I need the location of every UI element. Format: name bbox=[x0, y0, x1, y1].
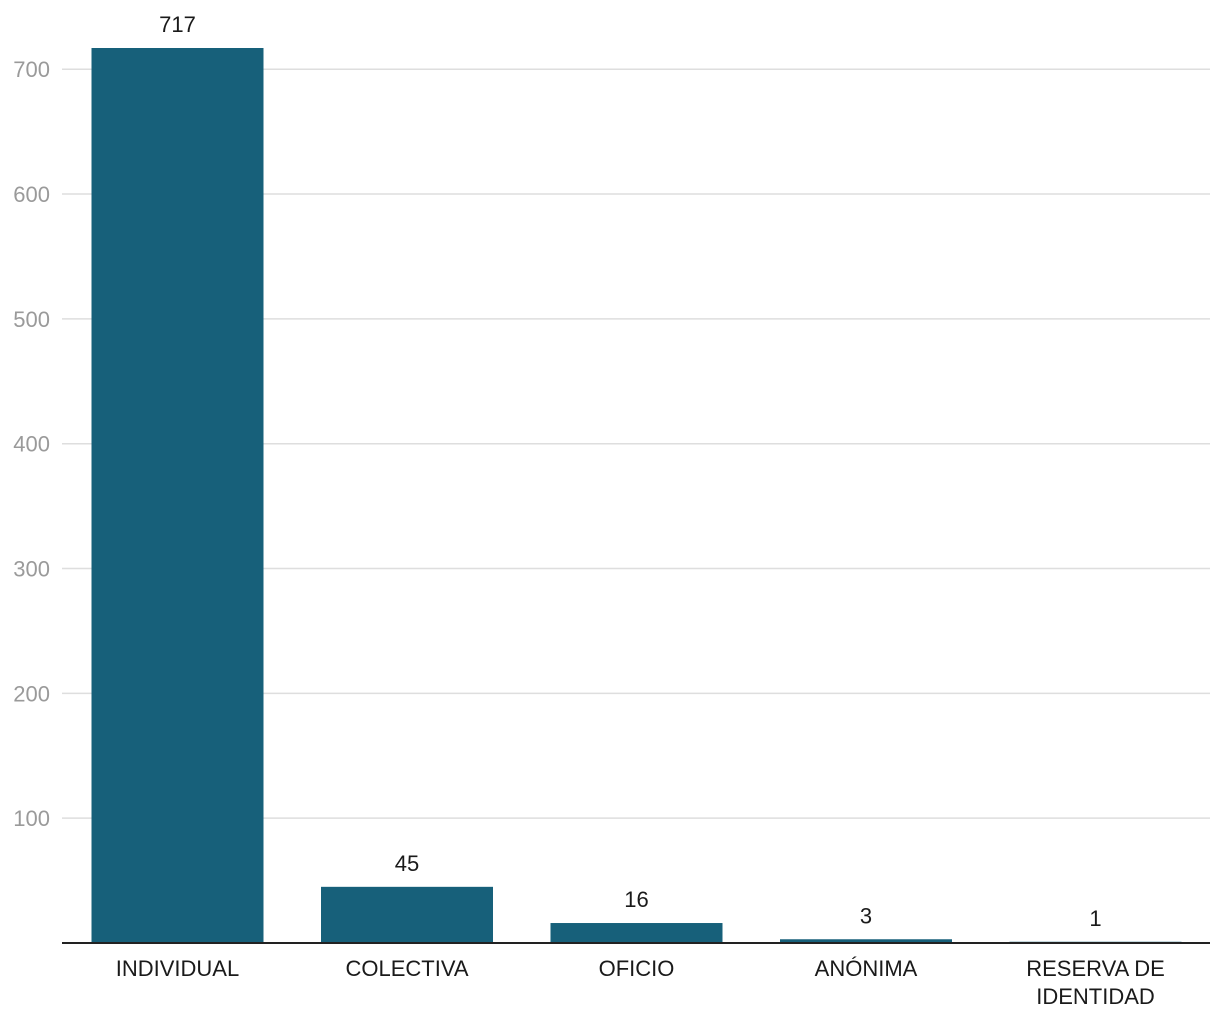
x-tick-label: OFICIO bbox=[599, 956, 675, 981]
data-label: 45 bbox=[395, 851, 419, 876]
data-labels: 717 45 16 3 1 bbox=[159, 12, 1101, 931]
bar bbox=[550, 923, 723, 943]
data-label: 16 bbox=[624, 887, 648, 912]
x-tick-label: COLECTIVA bbox=[345, 956, 468, 981]
y-tick-label: 300 bbox=[13, 557, 50, 582]
y-tick-label: 100 bbox=[13, 806, 50, 831]
bar bbox=[321, 886, 493, 943]
bar bbox=[780, 939, 952, 943]
y-axis-ticks: 100 200 300 400 500 600 700 bbox=[13, 57, 50, 831]
x-tick-label: INDIVIDUAL bbox=[116, 956, 239, 981]
x-tick-label: RESERVA DE IDENTIDAD bbox=[1026, 956, 1165, 1009]
bar bbox=[91, 48, 264, 943]
y-tick-label: 500 bbox=[13, 307, 50, 332]
x-tick-label: ANÓNIMA bbox=[815, 956, 918, 981]
y-tick-label: 400 bbox=[13, 432, 50, 457]
data-label: 3 bbox=[860, 903, 872, 928]
x-axis-ticks: INDIVIDUAL COLECTIVA OFICIO ANÓNIMA RESERVA … bbox=[116, 956, 1165, 1009]
y-tick-label: 700 bbox=[13, 57, 50, 82]
y-tick-label: 600 bbox=[13, 182, 50, 207]
data-label: 717 bbox=[159, 12, 196, 37]
y-tick-label: 200 bbox=[13, 681, 50, 706]
bars bbox=[91, 48, 1182, 943]
data-label: 1 bbox=[1089, 906, 1101, 931]
